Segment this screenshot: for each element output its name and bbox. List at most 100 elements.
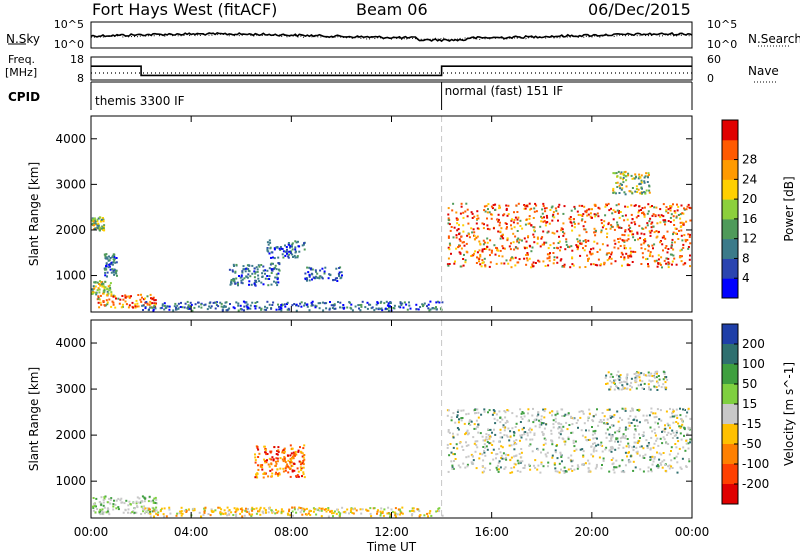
velocity-cell	[315, 508, 318, 511]
power-cell	[590, 253, 593, 256]
power-cell	[586, 254, 589, 257]
power-cell	[565, 238, 568, 241]
power-cell	[458, 232, 461, 235]
power-cell	[282, 250, 285, 253]
power-cell	[619, 172, 622, 175]
power-cell	[569, 266, 572, 269]
power-cell	[401, 302, 404, 305]
power-cell	[610, 257, 613, 260]
power-cell	[639, 192, 642, 195]
velocity-cell	[310, 510, 312, 512]
velocity-cell	[681, 457, 684, 460]
power-cell	[175, 306, 177, 309]
power-cell	[553, 256, 556, 259]
velocity-cell	[654, 432, 657, 434]
velocity-cell	[93, 505, 96, 507]
velocity-cell	[597, 424, 600, 427]
velocity-cell	[519, 461, 522, 464]
power-cell	[368, 303, 370, 306]
velocity-cell	[180, 512, 182, 515]
velocity-cell	[493, 428, 495, 431]
velocity-cell	[348, 512, 350, 515]
velocity-cell	[579, 416, 582, 419]
velocity-cell	[245, 507, 247, 510]
power-cell	[278, 263, 281, 266]
power-cell	[342, 304, 345, 306]
velocity-cell	[611, 434, 614, 437]
velocity-cell	[482, 459, 485, 462]
velocity-cell	[631, 446, 634, 449]
velocity-cell	[435, 510, 438, 513]
velocity-cell	[504, 453, 507, 456]
velocity-cell	[610, 434, 613, 437]
power-cell	[329, 301, 331, 303]
power-cell	[257, 274, 260, 277]
power-cell	[476, 235, 479, 238]
power-cell	[306, 266, 309, 269]
velocity-cell	[209, 514, 212, 517]
power-cell	[574, 222, 576, 225]
velocity-cell	[504, 416, 507, 419]
velocity-cell	[169, 512, 172, 515]
power-cell	[538, 260, 541, 263]
velocity-cell	[644, 374, 647, 377]
power-cell	[406, 308, 409, 311]
velocity-cell	[657, 422, 659, 425]
velocity-cell	[663, 438, 666, 441]
velocity-colorbar-swatch	[722, 484, 738, 505]
power-cell	[149, 300, 152, 303]
power-cell	[354, 305, 357, 308]
velocity-cell	[466, 463, 469, 466]
velocity-cell	[614, 431, 617, 434]
power-cell	[109, 257, 112, 260]
velocity-cell	[655, 439, 658, 442]
velocity-cell	[192, 509, 195, 512]
velocity-cell	[616, 430, 619, 433]
power-cell	[308, 266, 311, 269]
power-cell	[607, 202, 610, 205]
power-cell	[549, 244, 552, 247]
power-cell	[541, 243, 544, 246]
velocity-cell	[662, 452, 665, 454]
power-cell	[144, 297, 146, 300]
power-cell	[657, 258, 660, 261]
power-cell	[605, 253, 608, 256]
velocity-cell	[101, 510, 103, 513]
power-cell	[621, 183, 623, 186]
power-cell	[621, 239, 624, 242]
velocity-cell	[411, 509, 413, 512]
power-cell	[242, 268, 245, 271]
velocity-cell	[286, 463, 289, 466]
power-cell	[622, 176, 625, 179]
velocity-cell	[117, 508, 120, 511]
power-cell	[277, 281, 280, 284]
velocity-cell	[299, 511, 302, 514]
velocity-cell	[635, 380, 638, 383]
power-cell	[294, 248, 297, 251]
velocity-cell	[499, 421, 502, 424]
power-cell	[671, 260, 674, 263]
velocity-cell	[527, 412, 529, 415]
power-cell	[644, 238, 647, 240]
velocity-cell	[587, 416, 590, 419]
velocity-cell	[343, 511, 346, 513]
power-cell	[618, 192, 621, 194]
velocity-cell	[669, 426, 671, 429]
velocity-cell	[154, 496, 157, 499]
power-cell	[99, 301, 102, 304]
power-cell	[619, 187, 622, 190]
power-cell	[106, 275, 108, 278]
velocity-cell	[536, 468, 539, 471]
power-cell	[381, 309, 384, 312]
power-cell	[673, 210, 676, 213]
power-cell	[325, 302, 328, 305]
power-cell	[682, 246, 685, 249]
velocity-cell	[617, 377, 620, 380]
power-cell	[448, 248, 451, 251]
power-cell	[229, 303, 231, 305]
power-cell	[456, 219, 459, 221]
velocity-cell	[514, 455, 517, 457]
velocity-cell	[625, 381, 628, 384]
velocity-cell	[664, 464, 667, 466]
power-cell	[286, 248, 288, 251]
